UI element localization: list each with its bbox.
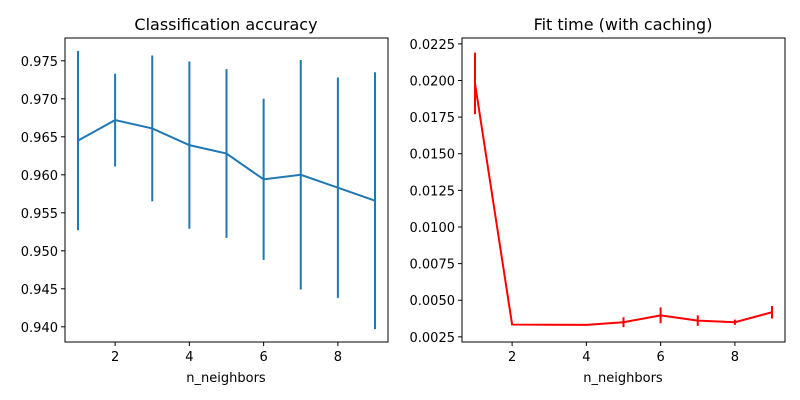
x-tick-label: 8 bbox=[731, 350, 739, 365]
y-tick-label: 0.0025 bbox=[410, 331, 456, 346]
y-tick-label: 0.0200 bbox=[410, 74, 456, 89]
y-tick-label: 0.945 bbox=[21, 283, 58, 298]
chart-title: Fit time (with caching) bbox=[534, 15, 713, 34]
y-tick-label: 0.0225 bbox=[410, 38, 456, 53]
y-tick-label: 0.955 bbox=[21, 207, 58, 222]
y-tick-label: 0.960 bbox=[21, 169, 58, 184]
axes-frame bbox=[461, 37, 786, 343]
x-axis-label: n_neighbors bbox=[583, 371, 663, 386]
x-tick-label: 6 bbox=[656, 350, 664, 365]
y-tick-label: 0.940 bbox=[21, 321, 58, 336]
y-tick-label: 0.965 bbox=[21, 131, 58, 146]
y-tick-label: 0.0100 bbox=[410, 221, 456, 236]
accuracy-axes: Classification accuracy n_neighbors 2 4 6 8… bbox=[21, 15, 389, 386]
y-tick-label: 0.0075 bbox=[410, 258, 456, 273]
x-tick-label: 6 bbox=[259, 350, 267, 365]
chart-title: Classification accuracy bbox=[134, 15, 317, 34]
y-tick-label: 0.970 bbox=[21, 93, 58, 108]
series-line bbox=[77, 119, 376, 202]
axes-frame bbox=[64, 37, 389, 343]
y-tick-label: 0.0175 bbox=[410, 111, 456, 126]
y-tick-label: 0.0150 bbox=[410, 148, 456, 163]
x-axis-label: n_neighbors bbox=[186, 371, 266, 386]
y-tick-label: 0.0125 bbox=[410, 184, 456, 199]
x-tick-label: 2 bbox=[111, 350, 119, 365]
x-tick-label: 4 bbox=[185, 350, 193, 365]
y-tick-label: 0.0050 bbox=[410, 294, 456, 309]
y-tick-label: 0.975 bbox=[21, 55, 58, 70]
series-line bbox=[474, 83, 773, 326]
y-tick-label: 0.950 bbox=[21, 245, 58, 260]
x-tick-label: 2 bbox=[508, 350, 516, 365]
x-tick-label: 4 bbox=[582, 350, 590, 365]
fit-time-axes: Fit time (with caching) n_neighbors 2 4 6 8… bbox=[410, 15, 786, 386]
x-tick-label: 8 bbox=[334, 350, 342, 365]
